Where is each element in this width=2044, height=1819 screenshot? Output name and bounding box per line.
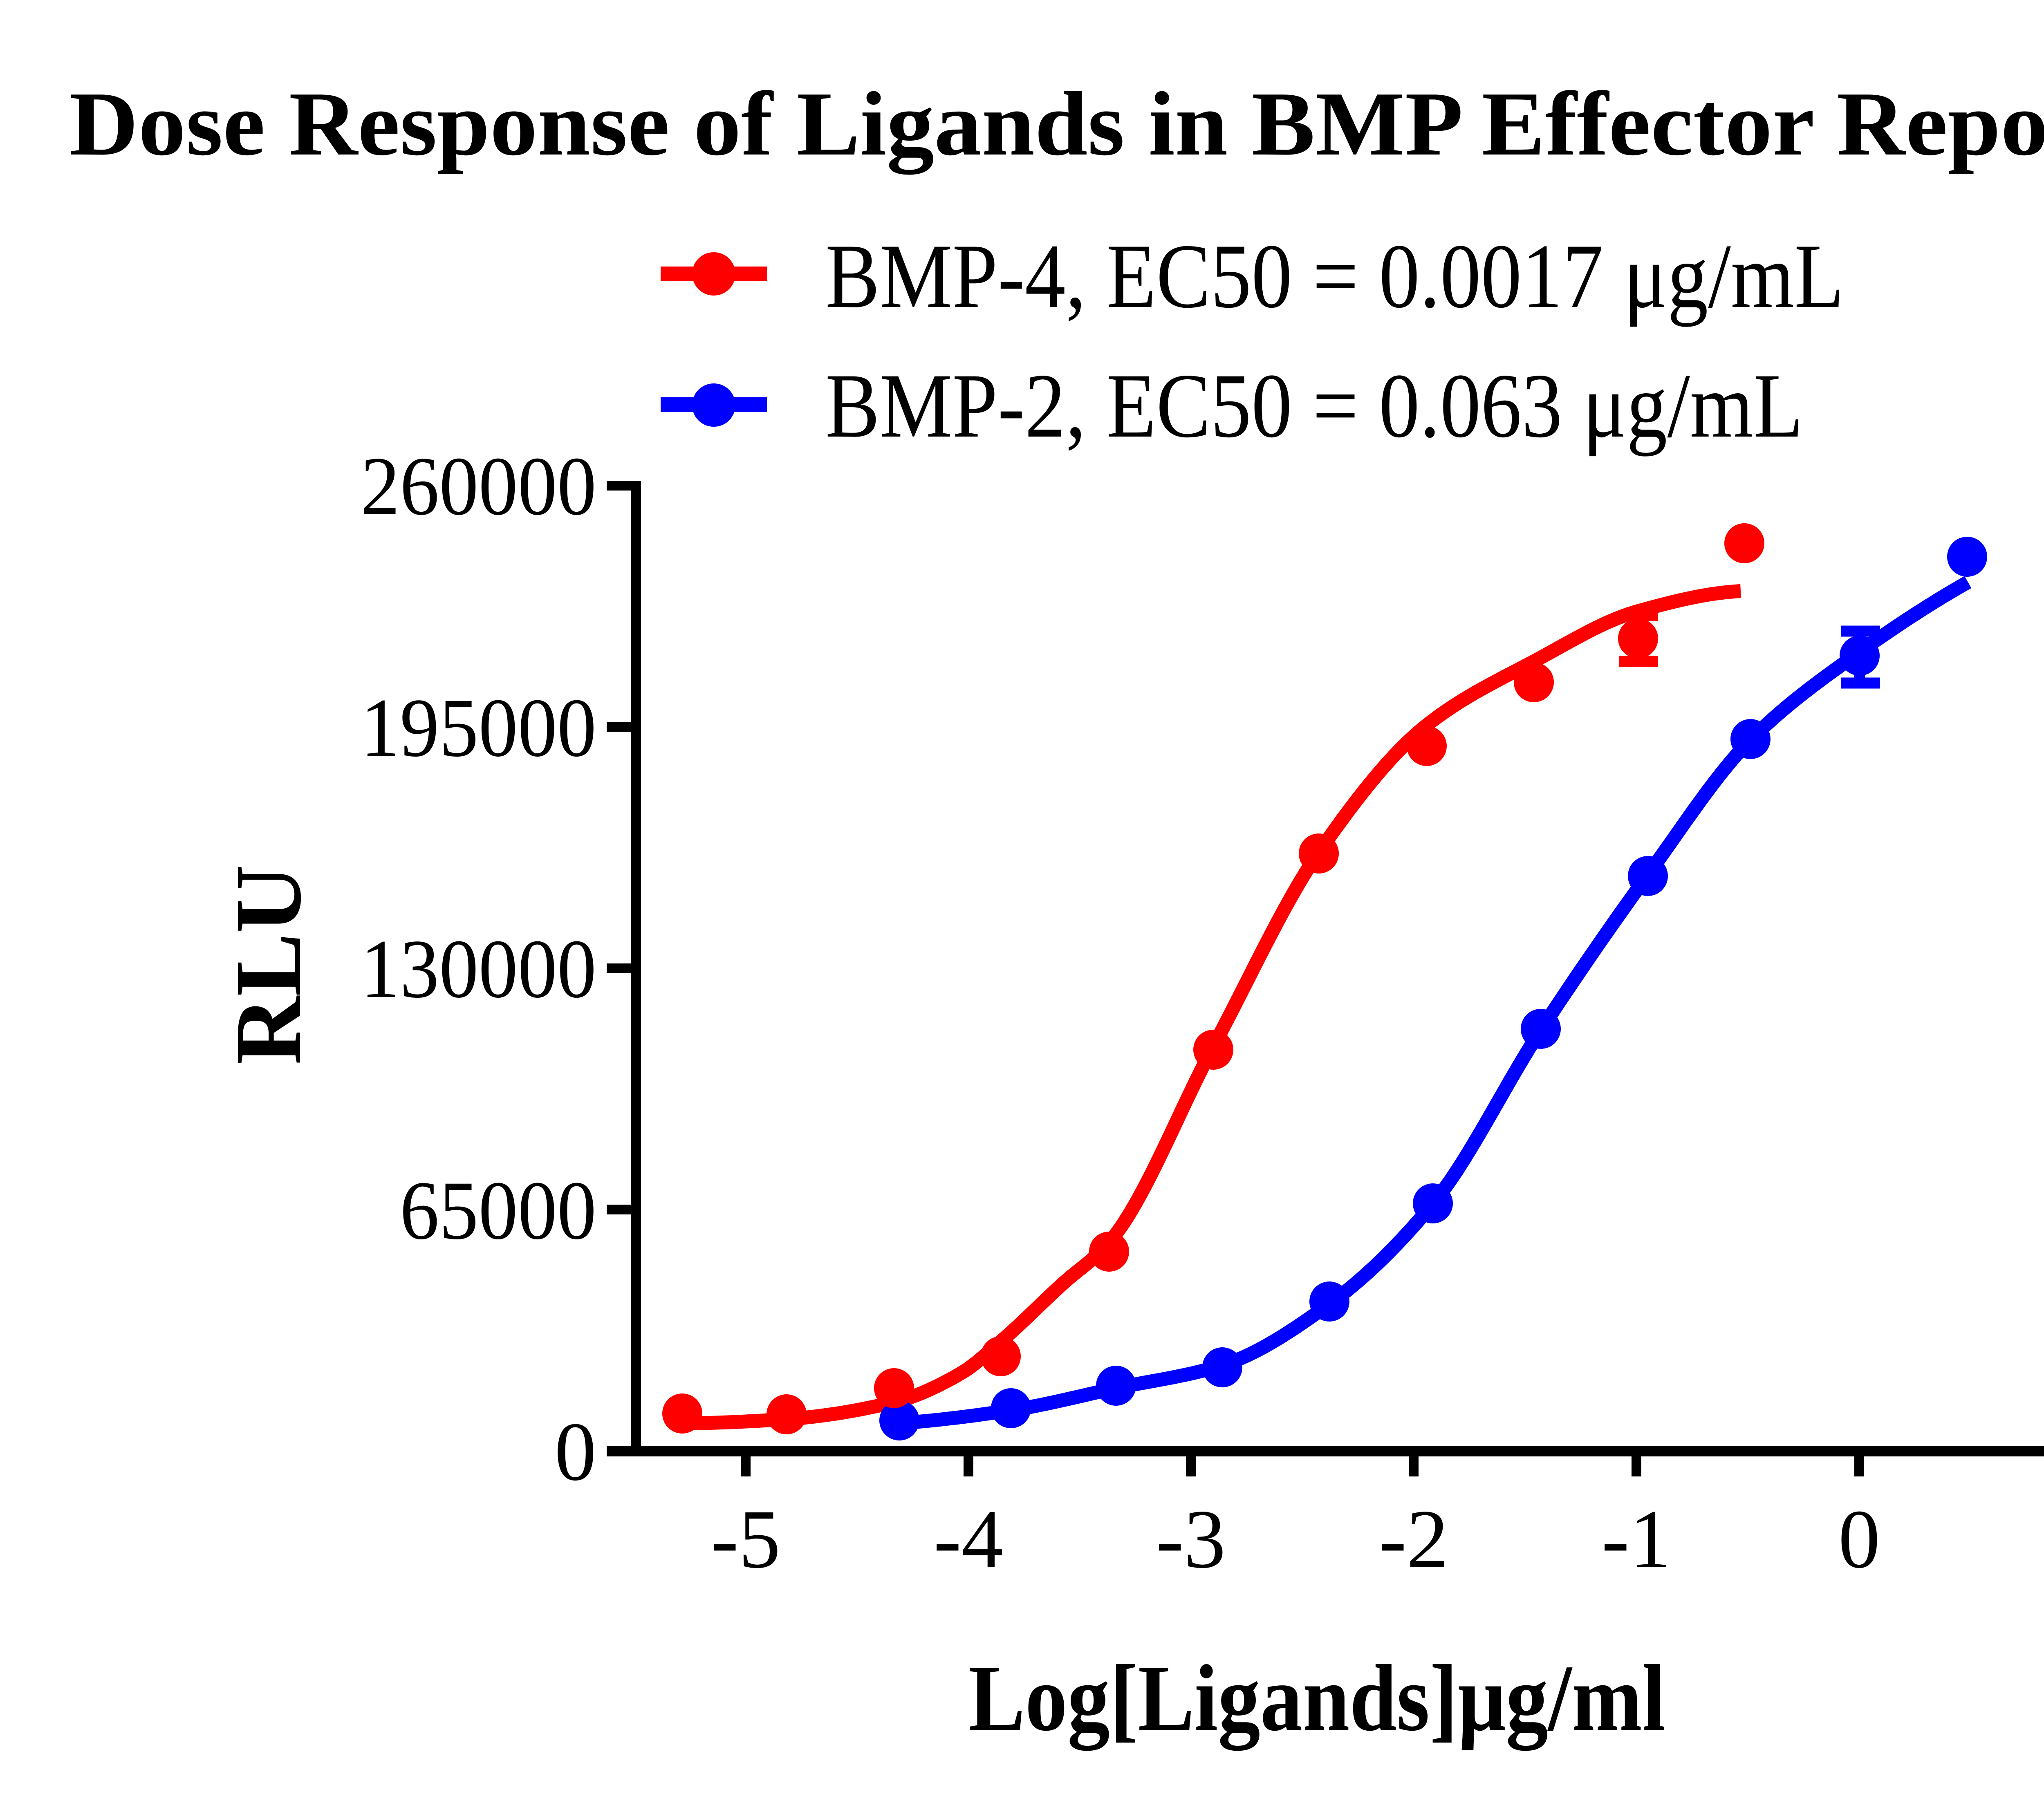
svg-text:Dose Response of Ligands in BM: Dose Response of Ligands in BMP Effector… — [69, 61, 2044, 175]
svg-text:Log[Ligands]μg/ml: Log[Ligands]μg/ml — [969, 1646, 1666, 1751]
svg-text:BMP-2, EC50 = 0.063 μg/mL: BMP-2, EC50 = 0.063 μg/mL — [825, 354, 1803, 457]
svg-text:130000: 130000 — [361, 923, 596, 1015]
svg-text:-3: -3 — [1156, 1493, 1226, 1586]
svg-text:0: 0 — [1838, 1493, 1880, 1586]
svg-text:260000: 260000 — [361, 440, 596, 533]
svg-text:0: 0 — [555, 1405, 597, 1498]
svg-text:RLU: RLU — [216, 865, 321, 1065]
svg-text:-1: -1 — [1602, 1493, 1672, 1586]
svg-text:-2: -2 — [1379, 1493, 1449, 1586]
svg-text:-5: -5 — [711, 1493, 781, 1586]
svg-text:65000: 65000 — [400, 1164, 596, 1257]
svg-text:BMP-4, EC50 = 0.0017 μg/mL: BMP-4, EC50 = 0.0017 μg/mL — [825, 225, 1844, 327]
svg-text:-4: -4 — [934, 1493, 1004, 1586]
svg-text:195000: 195000 — [361, 681, 596, 774]
